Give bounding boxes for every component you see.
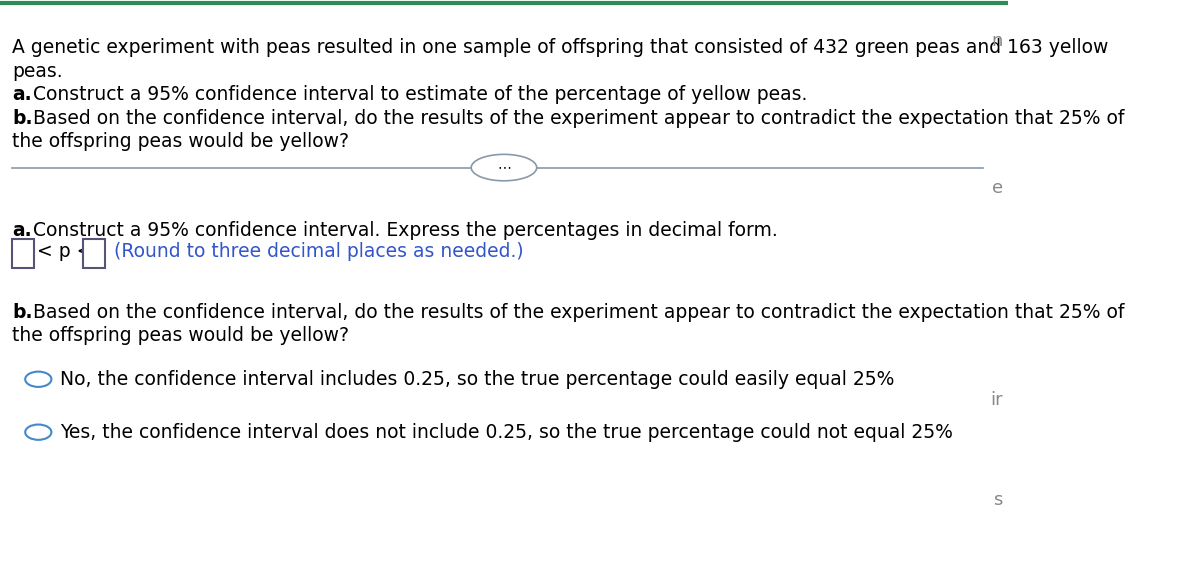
Text: the offspring peas would be yellow?: the offspring peas would be yellow? bbox=[12, 132, 349, 151]
Text: ir: ir bbox=[990, 391, 1003, 409]
Text: n: n bbox=[991, 32, 1003, 50]
Circle shape bbox=[25, 372, 52, 387]
Text: Yes, the confidence interval does not include 0.25, so the true percentage could: Yes, the confidence interval does not in… bbox=[60, 423, 953, 442]
Text: ⋯: ⋯ bbox=[497, 161, 511, 175]
Text: < p <: < p < bbox=[37, 242, 92, 261]
Text: peas.: peas. bbox=[12, 62, 62, 81]
Text: Based on the confidence interval, do the results of the experiment appear to con: Based on the confidence interval, do the… bbox=[34, 303, 1124, 322]
Text: e: e bbox=[991, 179, 1003, 197]
Text: Construct a 95% confidence interval to estimate of the percentage of yellow peas: Construct a 95% confidence interval to e… bbox=[34, 85, 808, 104]
Text: a.: a. bbox=[12, 85, 31, 104]
Text: b.: b. bbox=[12, 109, 32, 128]
Text: b.: b. bbox=[12, 303, 32, 322]
Text: A genetic experiment with peas resulted in one sample of offspring that consiste: A genetic experiment with peas resulted … bbox=[12, 38, 1109, 57]
Text: s: s bbox=[994, 491, 1003, 509]
FancyBboxPatch shape bbox=[83, 239, 104, 268]
Text: a.: a. bbox=[12, 220, 31, 239]
Ellipse shape bbox=[472, 155, 536, 181]
Text: (Round to three decimal places as needed.): (Round to three decimal places as needed… bbox=[108, 242, 523, 261]
Text: Based on the confidence interval, do the results of the experiment appear to con: Based on the confidence interval, do the… bbox=[34, 109, 1124, 128]
Text: Construct a 95% confidence interval. Express the percentages in decimal form.: Construct a 95% confidence interval. Exp… bbox=[34, 220, 778, 239]
Text: the offspring peas would be yellow?: the offspring peas would be yellow? bbox=[12, 326, 349, 345]
Circle shape bbox=[25, 425, 52, 440]
Text: No, the confidence interval includes 0.25, so the true percentage could easily e: No, the confidence interval includes 0.2… bbox=[60, 370, 895, 389]
FancyBboxPatch shape bbox=[12, 239, 35, 268]
